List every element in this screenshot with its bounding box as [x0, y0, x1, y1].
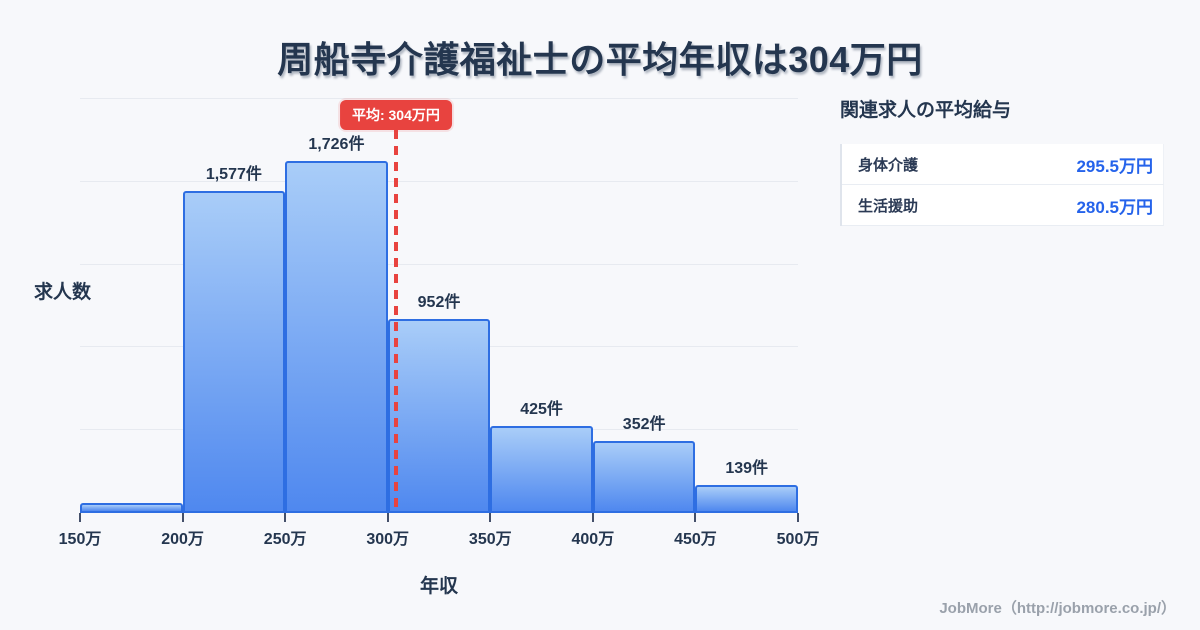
salary-row-value: 295.5万円: [1076, 156, 1153, 176]
histogram-bar: [490, 426, 593, 513]
histogram-bar: [285, 161, 388, 513]
bar-value-label: 425件: [520, 401, 563, 419]
bar-value-label: 952件: [417, 293, 461, 311]
histogram-bar: [182, 191, 286, 513]
page-title: 周船寺介護福祉士の平均年収は304万円: [277, 39, 923, 80]
x-tick-mark: [797, 513, 799, 522]
panel-heading: 関連求人の平均給与: [840, 100, 1012, 121]
x-tick-mark: [79, 513, 81, 522]
salary-row: 身体介護 295.5万円: [842, 144, 1164, 185]
x-tick-label: 450万: [674, 531, 717, 548]
gridline: [80, 180, 798, 182]
histogram-bar: [592, 441, 696, 513]
bar-value-label: 1,577件: [205, 166, 262, 184]
bar-value-label: 1,726件: [308, 136, 365, 153]
gridline: [80, 263, 798, 265]
x-axis-label: 年収: [419, 576, 458, 597]
x-tick-label: 200万: [161, 531, 204, 548]
x-tick-mark: [694, 513, 697, 522]
x-tick-mark: [181, 513, 184, 522]
salary-row-label: 身体介護: [858, 156, 919, 174]
histogram-bar: [80, 503, 183, 513]
salary-row-label: 生活援助: [858, 197, 919, 215]
related-jobs-panel: 関連求人の平均給与 身体介護 295.5万円 生活援助 280.5万円: [840, 95, 1164, 226]
x-tick-label: 150万: [58, 531, 102, 548]
salary-row-value: 280.5万円: [1076, 197, 1153, 217]
x-tick-mark: [386, 513, 389, 522]
x-tick-label: 300万: [366, 531, 410, 548]
x-tick-mark: [284, 513, 287, 522]
histogram: 平均: 304万円 1,577件 1,726件 952件 425件 352件 139件 15…: [59, 90, 819, 548]
footer-credit: JobMore（http://jobmore.co.jp/）: [939, 600, 1176, 617]
average-badge: 平均: 304万円: [339, 100, 452, 130]
salary-table: 身体介護 295.5万円 生活援助 280.5万円: [840, 144, 1164, 226]
x-tick-mark: [591, 513, 594, 522]
x-tick-label: 350万: [468, 531, 512, 548]
x-tick-mark: [489, 513, 492, 522]
x-tick-label: 500万: [776, 531, 820, 548]
salary-row: 生活援助 280.5万円: [842, 185, 1164, 226]
y-axis-label: 求人数: [34, 282, 92, 303]
bar-value-label: 139件: [725, 459, 769, 477]
bar-value-label: 352件: [622, 416, 666, 434]
x-tick-label: 400万: [571, 531, 615, 548]
x-tick-label: 250万: [263, 531, 307, 548]
gridline: [80, 98, 798, 99]
histogram-bar: [387, 318, 491, 513]
average-line: [393, 130, 398, 513]
histogram-bar: [695, 484, 798, 513]
